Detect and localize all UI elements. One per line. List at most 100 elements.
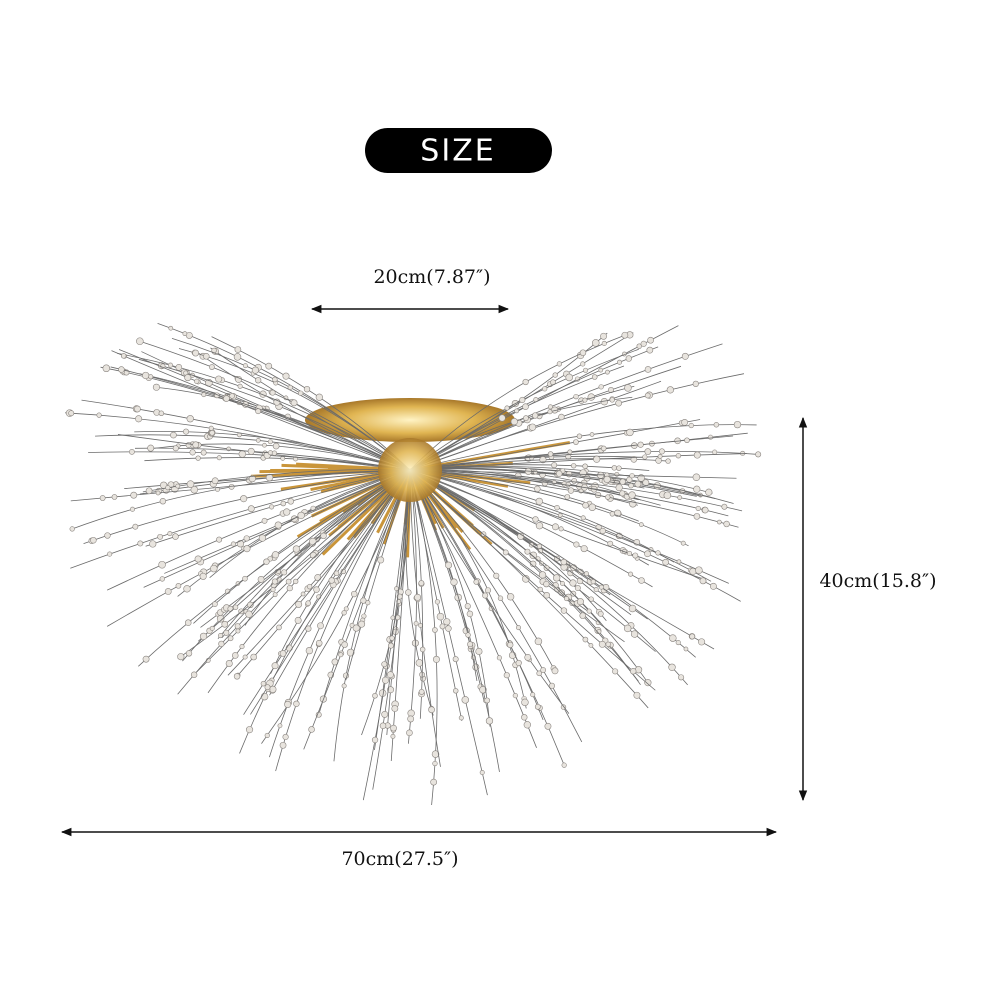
crystal [184,374,192,382]
crystal [466,610,474,618]
crystal [540,667,547,673]
crystal [129,448,135,455]
crystal [245,610,253,618]
crystal [597,471,605,479]
crystal [235,581,241,586]
crystal [315,639,323,647]
crystal [183,585,191,593]
crystal [590,579,596,585]
crystal [430,778,438,786]
width-label: 70cm(27.5″) [341,848,458,870]
crystal [603,475,611,483]
crystal [538,571,547,579]
crystal [255,377,262,384]
crystal [190,671,198,678]
crystal [130,491,138,499]
crystal [434,599,441,605]
wire-stem [409,469,743,512]
crystal [705,488,713,496]
crystal [418,580,425,586]
crystal [556,361,563,367]
crystal [452,656,459,663]
crystal [194,555,202,563]
crystal [716,519,722,525]
crystal [640,340,647,347]
crystal [297,511,305,520]
crystal [276,624,282,631]
crystal [567,449,573,455]
crystal [270,587,276,593]
wire-stem [138,469,411,667]
crystal [341,683,347,689]
crystal [605,641,611,647]
crystal [512,692,518,699]
crystal [576,598,584,606]
crystal [315,393,323,401]
crystal [317,622,324,630]
crystal [183,428,190,435]
crystal [698,638,706,646]
wire-stem [210,347,411,471]
crystal [227,635,234,642]
crystal [619,490,626,497]
crystal [203,352,210,360]
crystal [567,487,575,494]
crystal [439,623,446,630]
crystal [557,512,563,518]
crystal [272,442,280,450]
crystal [580,545,588,553]
wire-stem [116,352,411,471]
wire-stem [177,469,411,660]
crystal [147,444,155,452]
crystal [223,395,230,402]
crystal [308,726,315,733]
crystal [136,337,144,346]
wire-stem [409,468,702,497]
crystal [574,585,581,592]
size-pill [365,128,552,173]
crystal [142,371,150,380]
crystal [628,571,634,577]
crystal [265,362,273,370]
crystal [272,376,278,383]
crystal [175,483,181,489]
crystal [551,667,559,675]
crystal [522,575,530,583]
crystal [211,477,219,485]
crystal [555,470,563,477]
crystal [414,593,422,601]
crystal [209,429,215,436]
crystal [269,685,277,694]
crystal [573,541,580,548]
crystal [185,650,193,657]
wire-stem [409,469,649,709]
crystal [279,741,287,749]
crystal [560,580,565,586]
crystal [261,517,268,524]
crystal [693,513,701,520]
crystal [360,597,367,604]
crystal [693,451,701,459]
crystal [137,540,144,547]
crystal [267,439,273,445]
crystal [218,640,225,647]
crystal [615,484,623,492]
crystal [570,590,577,597]
crystal [582,397,588,403]
wire-stem [409,453,747,471]
crystal [271,578,278,585]
crystal [625,355,633,362]
crystal [282,372,290,380]
crystal [407,715,415,723]
crystal [676,559,682,565]
crystal [436,612,445,621]
crystal [338,652,344,658]
crystal [165,485,171,491]
crystal [281,569,288,576]
crystal [642,454,648,460]
crystal [294,616,302,624]
crystal [580,515,586,521]
crystal [629,473,635,479]
crystal [152,383,160,391]
